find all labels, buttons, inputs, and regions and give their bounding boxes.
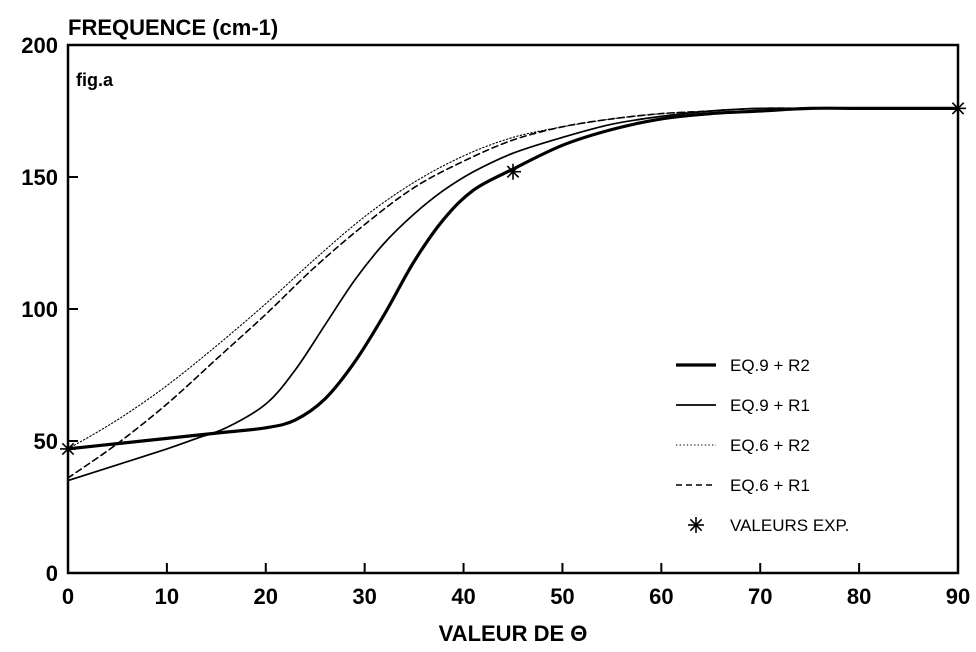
- x-tick-label: 0: [62, 584, 74, 609]
- plot-frame: [66, 43, 960, 575]
- legend-label: EQ.6 + R1: [730, 476, 810, 495]
- x-axis-title: VALEUR DE Θ: [439, 621, 588, 646]
- legend-label: EQ.6 + R2: [730, 436, 810, 455]
- x-tick-label: 80: [847, 584, 871, 609]
- y-tick-label: 50: [34, 429, 58, 454]
- series-line-4: [67, 107, 959, 479]
- x-tick-label: 70: [748, 584, 772, 609]
- series-line-1: [66, 106, 960, 451]
- y-tick-label: 0: [46, 561, 58, 586]
- marker-layer: [60, 100, 966, 457]
- figure-annotation: fig.a: [76, 70, 114, 90]
- x-axis: 0 10 20 30 40 50 60 70 80 90: [62, 563, 970, 609]
- y-axis-title: FREQUENCE (cm-1): [68, 15, 278, 40]
- series-line-3: [67, 107, 959, 450]
- x-tick-label: 30: [352, 584, 376, 609]
- x-tick-label: 40: [451, 584, 475, 609]
- x-tick-label: 20: [254, 584, 278, 609]
- data-point-exp: [950, 100, 966, 117]
- x-tick-label: 90: [946, 584, 970, 609]
- legend-label: VALEURS EXP.: [730, 516, 849, 535]
- y-tick-label: 150: [21, 165, 58, 190]
- legend-label: EQ.9 + R1: [730, 396, 810, 415]
- data-point-exp: [505, 163, 521, 180]
- series-layer: [66, 106, 960, 482]
- x-tick-label: 60: [649, 584, 673, 609]
- x-tick-label: 50: [550, 584, 574, 609]
- y-axis: 0 50 100 150 200: [21, 33, 78, 586]
- legend-marker: [688, 517, 704, 533]
- x-tick-label: 10: [155, 584, 179, 609]
- legend: EQ.9 + R2 EQ.9 + R1 EQ.6 + R2 EQ.6 + R1 VALE…: [676, 356, 849, 535]
- legend-label: EQ.9 + R2: [730, 356, 810, 375]
- y-tick-label: 100: [21, 297, 58, 322]
- data-point-exp: [60, 440, 76, 457]
- y-tick-label: 200: [21, 33, 58, 58]
